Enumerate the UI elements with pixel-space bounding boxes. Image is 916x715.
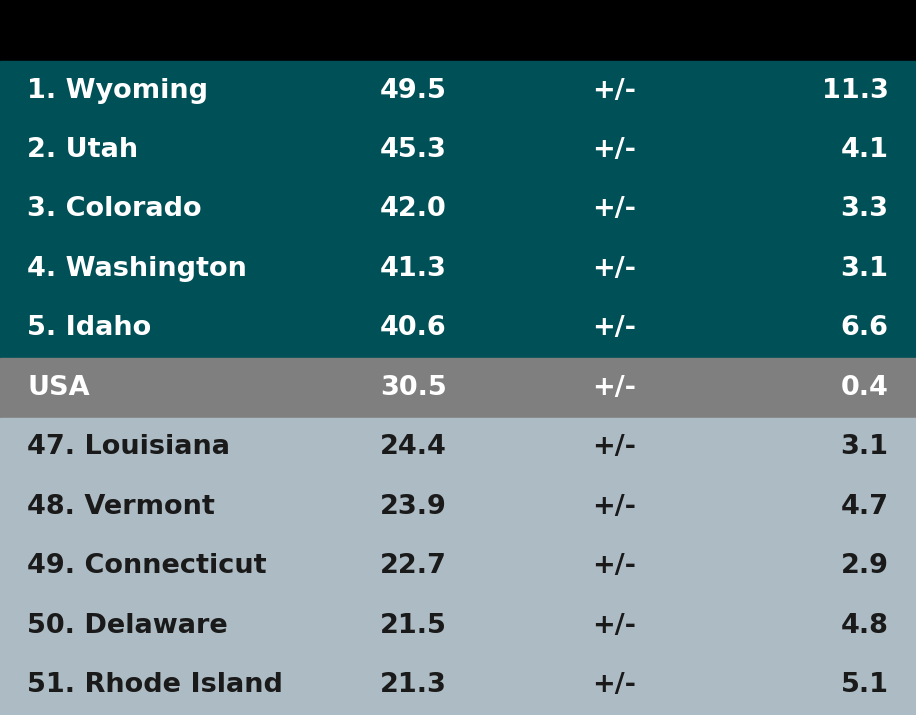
Text: 3.1: 3.1: [841, 256, 889, 282]
Bar: [0, 61, 916, 120]
Text: +/-: +/-: [592, 256, 636, 282]
Bar: [0, 477, 916, 536]
Text: 49. Connecticut: 49. Connecticut: [27, 553, 267, 579]
Text: 40.6: 40.6: [380, 315, 447, 342]
Text: USA: USA: [27, 375, 90, 401]
Text: +/-: +/-: [592, 553, 636, 579]
Bar: [0, 240, 916, 299]
Text: +/-: +/-: [592, 137, 636, 163]
Text: +/-: +/-: [592, 613, 636, 638]
Text: 2. Utah: 2. Utah: [27, 137, 138, 163]
Text: 3. Colorado: 3. Colorado: [27, 197, 202, 222]
Text: 24.4: 24.4: [380, 435, 447, 460]
Text: 45.3: 45.3: [380, 137, 447, 163]
Text: 51. Rhode Island: 51. Rhode Island: [27, 672, 283, 699]
Bar: [0, 536, 916, 596]
Text: 11.3: 11.3: [822, 77, 889, 104]
Text: 42.0: 42.0: [380, 197, 447, 222]
Text: +/-: +/-: [592, 77, 636, 104]
Text: +/-: +/-: [592, 435, 636, 460]
Bar: [0, 179, 916, 240]
Bar: [0, 358, 916, 418]
Text: 47. Louisiana: 47. Louisiana: [27, 435, 231, 460]
Text: 3.3: 3.3: [841, 197, 889, 222]
Text: 4.8: 4.8: [841, 613, 889, 638]
Text: +/-: +/-: [592, 197, 636, 222]
Text: 49.5: 49.5: [380, 77, 447, 104]
Text: 48. Vermont: 48. Vermont: [27, 494, 215, 520]
Text: +/-: +/-: [592, 315, 636, 342]
Text: 0.4: 0.4: [841, 375, 889, 401]
Text: 3.1: 3.1: [841, 435, 889, 460]
Bar: [0, 656, 916, 715]
Text: 4. Washington: 4. Washington: [27, 256, 247, 282]
Text: 4.7: 4.7: [841, 494, 889, 520]
Bar: [0, 299, 916, 358]
Text: 30.5: 30.5: [380, 375, 447, 401]
Text: 23.9: 23.9: [380, 494, 447, 520]
Text: +/-: +/-: [592, 672, 636, 699]
Bar: [0, 120, 916, 179]
Bar: [0, 418, 916, 477]
Text: 5. Idaho: 5. Idaho: [27, 315, 152, 342]
Text: 21.3: 21.3: [380, 672, 447, 699]
Text: 1. Wyoming: 1. Wyoming: [27, 77, 209, 104]
Text: 6.6: 6.6: [841, 315, 889, 342]
Text: +/-: +/-: [592, 375, 636, 401]
Text: 4.1: 4.1: [841, 137, 889, 163]
Text: 41.3: 41.3: [380, 256, 447, 282]
Text: 5.1: 5.1: [841, 672, 889, 699]
Bar: [0, 596, 916, 656]
Text: 50. Delaware: 50. Delaware: [27, 613, 228, 638]
Text: 22.7: 22.7: [380, 553, 447, 579]
Text: +/-: +/-: [592, 494, 636, 520]
Text: 2.9: 2.9: [841, 553, 889, 579]
Text: 21.5: 21.5: [380, 613, 447, 638]
